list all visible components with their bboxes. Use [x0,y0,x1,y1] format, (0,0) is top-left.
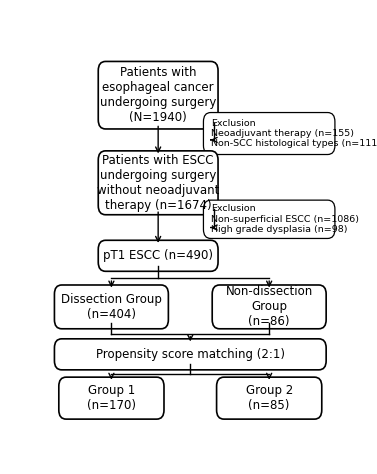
Text: Patients with ESCC
undergoing surgery
without neoadjuvant
therapy (n=1674): Patients with ESCC undergoing surgery wi… [97,154,219,212]
FancyBboxPatch shape [98,151,218,215]
FancyBboxPatch shape [54,285,169,329]
FancyBboxPatch shape [98,240,218,271]
FancyBboxPatch shape [98,62,218,129]
Text: Dissection Group
(n=404): Dissection Group (n=404) [61,293,162,321]
Text: pT1 ESCC (n=490): pT1 ESCC (n=490) [103,249,213,262]
FancyBboxPatch shape [59,377,164,419]
Text: Group 1
(n=170): Group 1 (n=170) [87,384,136,412]
Text: Group 2
(n=85): Group 2 (n=85) [245,384,293,412]
Text: Non-dissection
Group
(n=86): Non-dissection Group (n=86) [225,285,313,328]
FancyBboxPatch shape [54,339,326,370]
FancyBboxPatch shape [204,200,335,238]
Text: Exclusion
Non-superficial ESCC (n=1086)
High grade dysplasia (n=98): Exclusion Non-superficial ESCC (n=1086) … [211,204,359,234]
Text: Exclusion
Neoadjuvant therapy (n=155)
Non-SCC histological types (n=111): Exclusion Neoadjuvant therapy (n=155) No… [211,118,377,148]
FancyBboxPatch shape [216,377,322,419]
FancyBboxPatch shape [212,285,326,329]
Text: Patients with
esophageal cancer
undergoing surgery
(N=1940): Patients with esophageal cancer undergoi… [100,66,216,124]
Text: Propensity score matching (2:1): Propensity score matching (2:1) [96,348,285,361]
FancyBboxPatch shape [204,112,335,155]
